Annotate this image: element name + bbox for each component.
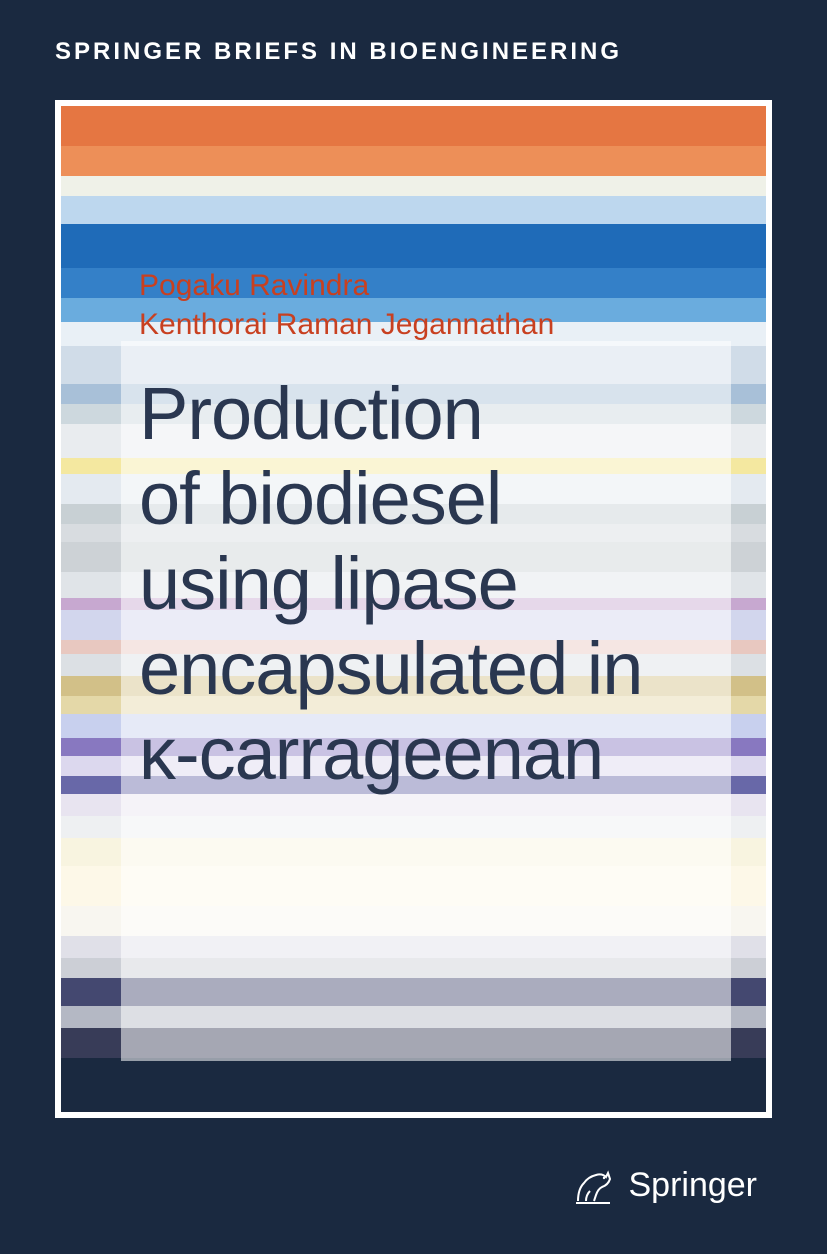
stripe (61, 224, 766, 268)
stripe (61, 106, 766, 146)
stripe (61, 176, 766, 196)
authors: Pogaku RavindraKenthorai Raman Jegannath… (139, 266, 554, 344)
publisher-name: Springer (628, 1166, 757, 1205)
publisher-block: Springer (568, 1161, 757, 1209)
cover-frame: Pogaku RavindraKenthorai Raman Jegannath… (55, 100, 772, 1118)
springer-horse-icon (568, 1161, 616, 1209)
book-title: Productionof biodieselusing lipaseencaps… (139, 371, 642, 796)
series-name: SPRINGER BRIEFS IN BIOENGINEERING (55, 38, 622, 66)
stripe (61, 196, 766, 224)
stripe (61, 146, 766, 176)
